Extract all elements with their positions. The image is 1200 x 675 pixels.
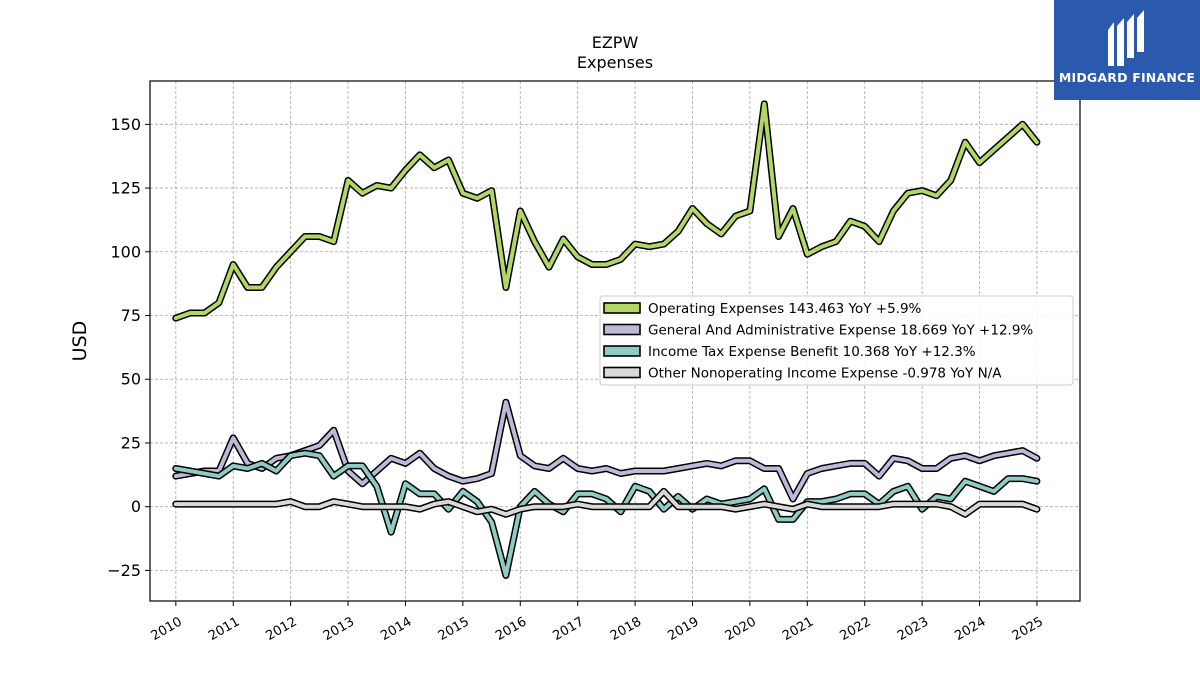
y-tick-label: 75 xyxy=(121,306,141,325)
legend-swatch xyxy=(603,323,641,336)
x-tick-label: 2018 xyxy=(608,614,644,644)
legend-box xyxy=(599,295,1074,386)
midgard-finance-logo: MIDGARD FINANCE xyxy=(1054,0,1200,100)
series-line-2 xyxy=(173,451,1039,578)
logo-text: MIDGARD FINANCE xyxy=(1058,70,1196,85)
y-tick-label: 125 xyxy=(110,179,141,198)
legend: Operating Expenses 143.463 YoY +5.9% Gene… xyxy=(599,295,1074,386)
x-tick-label: 2015 xyxy=(436,614,472,644)
series-line-1 xyxy=(173,400,1039,501)
plot-frame xyxy=(149,80,1081,602)
series-outline-0 xyxy=(172,100,1041,322)
legend-swatch xyxy=(603,366,641,379)
logo-mark-icon xyxy=(1108,10,1144,66)
y-tick-label: 0 xyxy=(131,497,141,516)
x-tick-label: 2012 xyxy=(263,614,299,644)
x-tick-label: 2014 xyxy=(378,614,414,644)
x-tick-label: 2010 xyxy=(149,614,185,644)
series-line-0 xyxy=(173,101,1039,321)
y-tick-label: 50 xyxy=(121,370,141,389)
series-line-3 xyxy=(173,489,1039,517)
x-tick-label: 2021 xyxy=(780,614,816,644)
x-tick-label: 2013 xyxy=(321,614,357,644)
legend-label: Income Tax Expense Benefit 10.368 YoY +1… xyxy=(648,344,976,360)
x-tick-label: 2024 xyxy=(952,614,988,644)
series-layer xyxy=(172,100,1041,579)
x-tick-label: 2017 xyxy=(551,614,587,644)
y-tick-label: 25 xyxy=(121,433,141,452)
x-tick-label: 2020 xyxy=(723,614,759,644)
y-tick-label: −25 xyxy=(107,561,141,580)
legend-label: Other Nonoperating Income Expense -0.978… xyxy=(648,366,1002,382)
chart-title: EZPW xyxy=(592,33,639,52)
legend-swatch xyxy=(603,345,641,357)
chart-subtitle: Expenses xyxy=(577,53,653,72)
x-tick-label: 2023 xyxy=(895,614,931,644)
y-tick-label: 150 xyxy=(110,115,141,134)
y-tick-label: 100 xyxy=(110,242,141,261)
legend-label: Operating Expenses 143.463 YoY +5.9% xyxy=(648,301,922,317)
x-tick-label: 2019 xyxy=(665,614,701,644)
y-axis: −25 0 25 50 75 100 125 150 xyxy=(107,115,150,580)
legend-swatch xyxy=(603,302,641,314)
y-axis-label: USD xyxy=(69,321,91,362)
x-tick-label: 2011 xyxy=(206,614,242,644)
x-tick-label: 2022 xyxy=(838,614,874,644)
x-axis: 2010 2011 2012 2013 2014 2015 2016 2017 2018 2019… xyxy=(149,601,1046,644)
x-tick-label: 2016 xyxy=(493,614,529,644)
x-tick-label: 2025 xyxy=(1010,614,1046,644)
legend-label: General And Administrative Expense 18.66… xyxy=(648,323,1033,339)
